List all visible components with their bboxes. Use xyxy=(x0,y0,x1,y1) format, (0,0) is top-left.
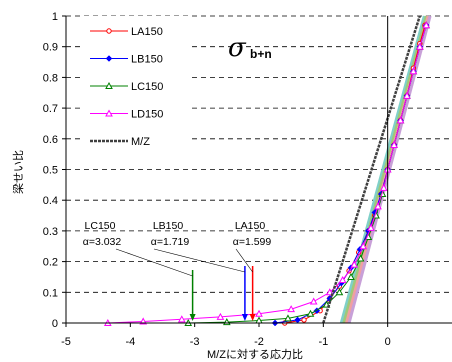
data-point xyxy=(396,116,405,124)
y-tick-label: 0.8 xyxy=(43,72,58,84)
legend-label: LC150 xyxy=(131,81,163,93)
sigma-symbol: σ xyxy=(228,33,247,63)
y-tick-label: 0.1 xyxy=(43,287,58,299)
legend-item-la150: LA150 xyxy=(90,26,163,38)
annotation-leader-la150 xyxy=(235,248,253,273)
legend-item-mz: M/Z xyxy=(90,136,150,148)
annotation-label-la150: LA150 xyxy=(235,220,266,232)
x-tick-label: -1 xyxy=(318,336,328,348)
legend-box xyxy=(80,16,190,154)
series-ld150 xyxy=(103,21,431,326)
annotation-leader-lc150 xyxy=(115,248,193,277)
fit-line xyxy=(339,15,426,324)
legend-label: LD150 xyxy=(131,109,163,121)
y-tick-label: 0.9 xyxy=(43,42,58,54)
sigma-subscript: b+n xyxy=(250,47,272,61)
y-axis-title: 梁せい比 xyxy=(11,150,25,194)
x-tick-label: -4 xyxy=(125,336,135,348)
data-point xyxy=(422,21,431,29)
y-tick-label: 0.2 xyxy=(43,257,58,269)
y-tick-label: 1 xyxy=(52,11,58,23)
annotation-arrowhead-lb150 xyxy=(241,314,248,321)
data-point xyxy=(287,305,296,313)
series-mz xyxy=(322,15,421,324)
x-axis-title: M/Zに対する応力比 xyxy=(207,347,303,361)
data-point xyxy=(403,91,411,99)
x-tick-label: -2 xyxy=(254,336,264,348)
data-point xyxy=(356,254,365,262)
data-point xyxy=(379,183,388,191)
data-point xyxy=(105,55,113,62)
annotation-alpha-lc150: α=3.032 xyxy=(83,236,122,248)
legend-item-ld150: LD150 xyxy=(90,109,163,121)
annotation-arrowhead-lc150 xyxy=(189,314,196,321)
data-point xyxy=(306,309,315,317)
y-tick-label: 0.4 xyxy=(43,195,58,207)
y-tick-label: 0.7 xyxy=(43,103,58,115)
x-tick-label: 0 xyxy=(385,336,391,348)
legend: LA150 LB150 LC150 LD150 M/Z xyxy=(80,16,190,154)
data-point xyxy=(359,242,368,250)
data-point xyxy=(374,202,382,210)
annotation-arrowhead-la150 xyxy=(249,314,256,321)
annotation-alpha-la150: α=1.599 xyxy=(233,236,272,248)
axes xyxy=(62,15,452,327)
data-point xyxy=(415,42,424,50)
y-tick-label: 0 xyxy=(52,318,58,330)
data-point xyxy=(255,309,263,317)
data-point xyxy=(105,81,113,89)
data-point xyxy=(350,260,359,268)
series-line xyxy=(322,15,421,324)
x-tick-label: -3 xyxy=(190,336,200,348)
tick-labels: 0 0.1 0.2 0.3 0.4 0.5 0.6 0.7 0.8 0.9 1 -5 -4 -3 -2 -1 0 xyxy=(43,11,391,348)
y-tick-label: 0.3 xyxy=(43,226,58,238)
sigma-label: σ b+n xyxy=(228,33,272,63)
data-point xyxy=(105,109,113,117)
data-point xyxy=(347,272,355,280)
y-tick-label: 0.5 xyxy=(43,165,58,177)
data-point xyxy=(325,288,334,296)
data-point xyxy=(106,28,112,34)
annotation-leader-lb150 xyxy=(153,248,245,273)
legend-label: LA150 xyxy=(131,26,163,38)
series-group xyxy=(103,15,431,327)
data-point xyxy=(309,297,318,305)
legend-label: LB150 xyxy=(131,54,163,66)
data-point xyxy=(367,223,375,231)
y-tick-label: 0.6 xyxy=(43,134,58,146)
legend-label: M/Z xyxy=(131,136,150,148)
annotations: LC150 α=3.032 LB150 α=1.719 LA150 α=1.599 xyxy=(83,220,272,321)
data-point xyxy=(409,67,418,75)
annotation-label-lb150: LB150 xyxy=(153,220,184,232)
data-point xyxy=(216,312,225,320)
data-point xyxy=(284,314,292,322)
legend-item-lc150: LC150 xyxy=(90,81,163,93)
data-point xyxy=(338,275,347,284)
data-point xyxy=(390,140,398,148)
data-point xyxy=(335,288,344,296)
annotation-label-lc150: LC150 xyxy=(85,220,116,232)
legend-item-lb150: LB150 xyxy=(90,54,163,66)
data-point xyxy=(301,317,307,323)
annotation-alpha-lb150: α=1.719 xyxy=(151,236,190,248)
x-tick-label: -5 xyxy=(61,336,71,348)
data-point xyxy=(177,315,186,323)
